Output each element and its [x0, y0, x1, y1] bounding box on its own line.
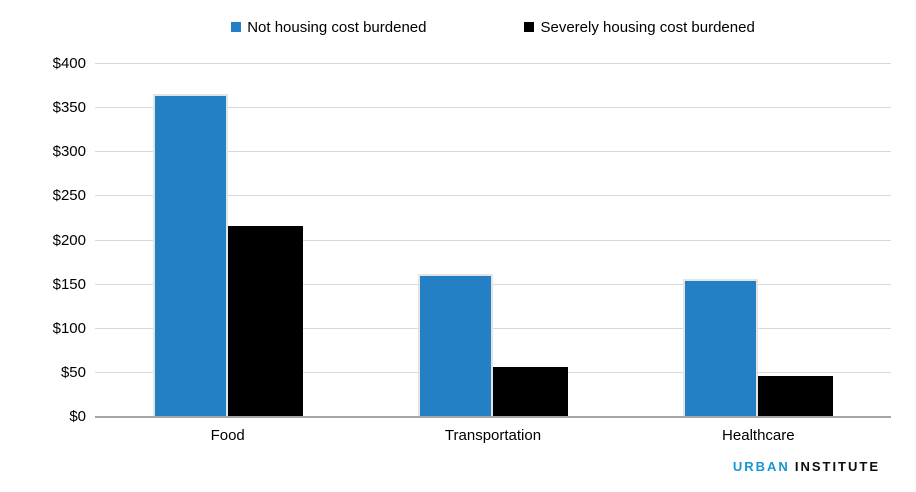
chart-legend: Not housing cost burdened Severely housi…	[95, 15, 891, 39]
x-axis-line	[95, 416, 891, 418]
gridline-400	[95, 63, 891, 64]
gridline-150	[95, 283, 891, 285]
bar-food-not-burdened	[152, 94, 228, 417]
y-tick-label-50: $50	[60, 363, 86, 381]
bar-food-severely-burdened	[227, 226, 303, 417]
bar-group-healthcare	[626, 64, 891, 417]
bar-healthcare-severely-burdened	[758, 376, 834, 417]
y-tick-label-300: $300	[52, 143, 86, 161]
x-axis-label-healthcare: Healthcare	[722, 427, 795, 444]
y-tick-label-200: $200	[52, 231, 86, 249]
gridline-200	[95, 239, 891, 241]
legend-label-not-burdened: Not housing cost burdened	[247, 18, 427, 36]
gridline-100	[95, 327, 891, 329]
y-tick-label-100: $100	[52, 319, 86, 337]
legend-swatch-blue-icon	[231, 22, 242, 32]
legend-item-not-burdened: Not housing cost burdened	[231, 19, 426, 36]
y-tick-label-250: $250	[52, 187, 86, 205]
x-axis-label-food: Food	[210, 427, 245, 444]
bar-healthcare-not-burdened	[683, 279, 759, 417]
logo-urban-text: URBAN	[732, 459, 790, 474]
bar-transportation-not-burdened	[417, 274, 493, 417]
legend-swatch-black-icon	[524, 22, 535, 32]
bar-group-transportation	[360, 64, 625, 417]
urban-institute-logo: URBAN INSTITUTE	[733, 459, 880, 474]
bar-group-food	[95, 64, 360, 417]
logo-institute-text: INSTITUTE	[794, 459, 880, 474]
legend-item-severely-burdened: Severely housing cost burdened	[524, 18, 755, 36]
gridline-300	[95, 151, 891, 153]
plot-area	[95, 63, 891, 418]
legend-label-severely-burdened: Severely housing cost burdened	[540, 18, 755, 36]
y-tick-label-150: $150	[52, 275, 86, 293]
bar-transportation-severely-burdened	[492, 367, 568, 417]
gridline-250	[95, 195, 891, 197]
x-axis-label-transportation: Transportation	[444, 427, 542, 444]
y-tick-label-0: $0	[69, 408, 86, 425]
y-tick-label-350: $350	[52, 99, 86, 117]
gridline-350	[95, 107, 891, 109]
y-tick-label-400: $400	[52, 55, 86, 72]
